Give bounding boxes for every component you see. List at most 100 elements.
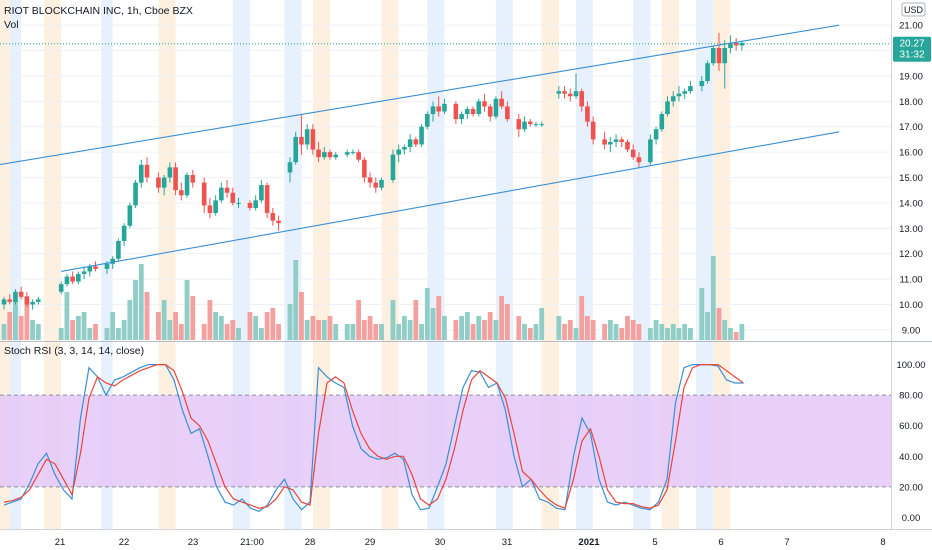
candle[interactable] <box>533 121 539 127</box>
candle[interactable] <box>253 195 258 211</box>
candle[interactable] <box>716 32 722 71</box>
candle[interactable] <box>442 98 447 115</box>
candle[interactable] <box>573 73 579 99</box>
candle[interactable] <box>424 111 430 130</box>
candle[interactable] <box>659 111 665 132</box>
candle[interactable] <box>402 144 407 155</box>
candle[interactable] <box>219 182 224 203</box>
candle[interactable] <box>728 35 733 54</box>
candle[interactable] <box>476 98 482 117</box>
candle[interactable] <box>482 93 487 112</box>
candle[interactable] <box>653 126 659 145</box>
candle[interactable] <box>116 238 121 262</box>
candle[interactable] <box>493 96 499 120</box>
candles[interactable] <box>1 32 745 310</box>
candle[interactable] <box>121 223 127 247</box>
candle[interactable] <box>567 88 573 102</box>
candle[interactable] <box>350 149 356 155</box>
candle[interactable] <box>665 96 670 117</box>
candle[interactable] <box>590 116 596 145</box>
candle[interactable] <box>407 134 413 153</box>
candle[interactable] <box>670 91 676 107</box>
channel-lower-line[interactable] <box>61 131 840 272</box>
candle[interactable] <box>304 124 310 150</box>
candle[interactable] <box>556 86 562 99</box>
candle[interactable] <box>390 149 396 183</box>
candle[interactable] <box>7 294 13 305</box>
candle[interactable] <box>293 131 299 165</box>
candle[interactable] <box>344 149 350 158</box>
candle[interactable] <box>64 273 70 287</box>
candle[interactable] <box>18 286 24 300</box>
candle[interactable] <box>705 60 710 84</box>
candle[interactable] <box>430 101 436 122</box>
candle[interactable] <box>207 197 213 219</box>
candle[interactable] <box>527 119 533 127</box>
candle[interactable] <box>499 91 504 109</box>
candle[interactable] <box>247 200 253 211</box>
candle[interactable] <box>419 124 424 148</box>
candle[interactable] <box>24 291 30 307</box>
candle[interactable] <box>58 281 64 295</box>
candle[interactable] <box>179 182 184 201</box>
candle[interactable] <box>710 45 716 66</box>
candle[interactable] <box>453 101 459 125</box>
candle[interactable] <box>539 121 544 127</box>
candle[interactable] <box>327 149 333 160</box>
candle[interactable] <box>676 86 682 102</box>
candle[interactable] <box>213 195 218 216</box>
candle[interactable] <box>299 114 304 155</box>
candle[interactable] <box>161 174 167 196</box>
candle[interactable] <box>30 299 35 310</box>
candle[interactable] <box>367 172 373 188</box>
candle[interactable] <box>81 266 87 280</box>
candle[interactable] <box>522 116 527 132</box>
candle[interactable] <box>396 144 401 163</box>
candle[interactable] <box>413 136 419 148</box>
candle[interactable] <box>688 81 693 94</box>
candle[interactable] <box>636 152 642 168</box>
candle[interactable] <box>579 88 585 112</box>
candle[interactable] <box>316 141 321 163</box>
channel-upper-line[interactable] <box>0 24 840 166</box>
candle[interactable] <box>167 162 173 183</box>
candle[interactable] <box>733 37 739 51</box>
candle[interactable] <box>36 296 41 305</box>
candle[interactable] <box>190 169 196 188</box>
candle[interactable] <box>156 172 161 193</box>
candle[interactable] <box>699 75 705 92</box>
candle[interactable] <box>459 111 464 125</box>
candle[interactable] <box>70 271 75 285</box>
candle[interactable] <box>259 180 264 203</box>
candle[interactable] <box>739 40 745 51</box>
candle[interactable] <box>465 106 470 120</box>
candle[interactable] <box>505 101 510 122</box>
candle[interactable] <box>310 124 316 155</box>
candle[interactable] <box>722 40 728 89</box>
candle[interactable] <box>76 271 81 285</box>
price-channel[interactable] <box>0 24 840 272</box>
candle[interactable] <box>133 180 138 208</box>
currency-box[interactable] <box>901 2 926 17</box>
candle[interactable] <box>362 157 367 183</box>
candle[interactable] <box>138 159 144 188</box>
candle[interactable] <box>470 106 476 117</box>
candle[interactable] <box>236 197 241 208</box>
candle[interactable] <box>625 139 630 153</box>
candle[interactable] <box>516 114 522 137</box>
candle[interactable] <box>333 152 339 160</box>
candle[interactable] <box>487 103 493 122</box>
candle[interactable] <box>562 86 567 99</box>
candle[interactable] <box>648 134 653 165</box>
candle[interactable] <box>682 88 687 99</box>
candle[interactable] <box>224 180 230 198</box>
candle[interactable] <box>608 136 613 153</box>
candle[interactable] <box>184 172 190 198</box>
candle[interactable] <box>127 202 133 229</box>
candle[interactable] <box>173 162 178 196</box>
candle[interactable] <box>373 177 379 193</box>
candle[interactable] <box>276 215 281 231</box>
candle[interactable] <box>379 177 384 191</box>
candle[interactable] <box>93 261 98 272</box>
candle[interactable] <box>356 149 361 163</box>
